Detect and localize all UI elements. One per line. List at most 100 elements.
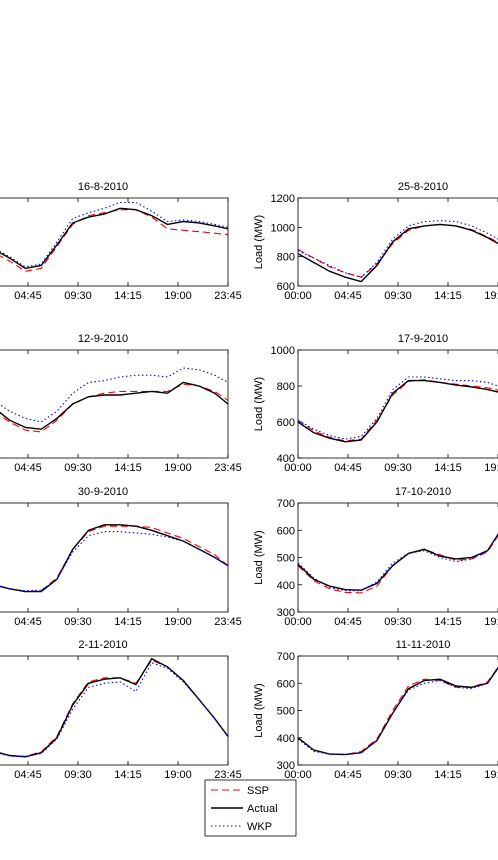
series-line: [297, 666, 498, 756]
x-tick-label: 04:45: [14, 290, 42, 302]
x-tick-label: 04:45: [334, 769, 362, 781]
panel: 2-11-2010 04:45 09:30 14:15 19:00 23:45: [0, 639, 242, 781]
axes-box: [0, 197, 229, 287]
series-line: [0, 209, 229, 272]
series-line: [297, 379, 498, 442]
y-axis-label: Load (MW): [253, 377, 265, 431]
axes-box: [297, 655, 498, 766]
y-axis-label: Load (MW): [253, 530, 265, 584]
y-tick-label: 500: [277, 553, 295, 565]
panel: 17-10-2010 Load (MW) 300 400 500 600 700 00:00 0…: [253, 486, 498, 628]
x-tick-label: 19:00: [164, 616, 192, 628]
y-tick-label: 600: [277, 678, 295, 690]
series-line: [297, 533, 498, 592]
x-tick-label: 14:15: [114, 290, 142, 302]
axes-box: [297, 349, 498, 459]
legend-label: Actual: [247, 803, 278, 815]
series-line: [297, 533, 498, 591]
y-tick-label: 1200: [271, 193, 295, 205]
panel-title: 25-8-2010: [398, 181, 448, 193]
x-tick-label: 09:30: [64, 616, 92, 628]
x-tick-label: 09:30: [64, 769, 92, 781]
y-tick-label: 1000: [271, 345, 295, 357]
series-line: [297, 534, 498, 594]
axes-box: [297, 502, 498, 613]
panel: 17-9-2010 Load (MW) 400 600 800 1000 00:00 04:4…: [253, 333, 498, 474]
x-tick-label: 23:45: [214, 616, 242, 628]
y-tick-label: 400: [277, 580, 295, 592]
y-tick-label: 300: [277, 607, 295, 619]
x-tick-label: 19:00: [164, 290, 192, 302]
y-tick-label: 700: [277, 498, 295, 510]
panel-title: 11-11-2010: [396, 639, 451, 651]
x-tick-label: 19:00: [484, 769, 498, 781]
series-line: [0, 657, 229, 758]
x-tick-label: 09:30: [384, 290, 412, 302]
x-tick-label: 09:30: [384, 769, 412, 781]
series-line: [0, 525, 229, 593]
y-tick-label: 600: [277, 525, 295, 537]
x-tick-label: 04:45: [334, 290, 362, 302]
series-line: [297, 223, 498, 283]
y-tick-label: 700: [277, 651, 295, 663]
panel: 12-9-2010 04:45 09:30 14:15 19:00 23:45: [0, 333, 242, 474]
x-tick-label: 14:15: [434, 290, 462, 302]
x-tick-label: 04:45: [14, 462, 42, 474]
axes-box: [0, 349, 229, 459]
series-line: [0, 531, 229, 592]
x-tick-label: 04:45: [334, 462, 362, 474]
x-tick-label: 09:30: [384, 616, 412, 628]
y-tick-label: 1000: [271, 222, 295, 234]
panel: 16-8-2010 04:45 09:30 14:15 19:00 23:45: [0, 181, 242, 302]
x-tick-label: 19:00: [484, 616, 498, 628]
x-tick-label: 04:45: [14, 769, 42, 781]
x-tick-label: 14:15: [114, 769, 142, 781]
panel: 30-9-2010 04:45 09:30 14:15 19:00 23:45: [0, 486, 242, 628]
axes-box: [0, 502, 229, 613]
panel-title: 16-8-2010: [78, 181, 128, 193]
x-tick-label: 00:00: [284, 616, 312, 628]
x-tick-label: 23:45: [214, 462, 242, 474]
panel-title: 17-9-2010: [398, 333, 448, 345]
axes-box: [297, 197, 498, 287]
axes-box: [0, 655, 229, 766]
series-line: [0, 383, 229, 433]
series-line: [0, 662, 229, 758]
x-tick-label: 23:45: [214, 290, 242, 302]
x-tick-label: 04:45: [14, 616, 42, 628]
y-tick-label: 600: [277, 417, 295, 429]
x-tick-label: 09:30: [384, 462, 412, 474]
series-line: [0, 367, 229, 423]
y-tick-label: 300: [277, 760, 295, 772]
y-axis-label: Load (MW): [253, 215, 265, 269]
x-tick-label: 19:00: [484, 290, 498, 302]
legend-label: SSP: [247, 785, 269, 797]
y-tick-label: 500: [277, 706, 295, 718]
panel: 25-8-2010 Load (MW) 600 800 1000 1200 00:00 04:…: [253, 181, 498, 302]
series-line: [0, 201, 229, 268]
legend-label: WKP: [247, 821, 272, 833]
panel: 11-11-2010 Load (MW) 300 400 500 600 700 00:00 0…: [253, 639, 498, 781]
x-tick-label: 00:00: [284, 462, 312, 474]
x-tick-label: 14:15: [434, 462, 462, 474]
series-line: [297, 223, 498, 278]
legend: SSP Actual WKP: [204, 779, 297, 837]
y-tick-label: 400: [277, 453, 295, 465]
x-tick-label: 14:15: [114, 462, 142, 474]
y-tick-label: 800: [277, 381, 295, 393]
series-line: [0, 381, 229, 430]
x-tick-label: 14:15: [114, 616, 142, 628]
x-tick-label: 00:00: [284, 290, 312, 302]
x-tick-label: 00:00: [284, 769, 312, 781]
y-tick-label: 400: [277, 733, 295, 745]
series-line: [297, 666, 498, 756]
series-line: [297, 667, 498, 755]
x-tick-label: 09:30: [64, 462, 92, 474]
series-line: [0, 524, 229, 593]
x-tick-label: 19:00: [164, 462, 192, 474]
x-tick-label: 04:45: [334, 616, 362, 628]
panel-title: 17-10-2010: [395, 486, 451, 498]
panel-title: 30-9-2010: [78, 486, 128, 498]
panel-title: 2-11-2010: [78, 639, 127, 651]
